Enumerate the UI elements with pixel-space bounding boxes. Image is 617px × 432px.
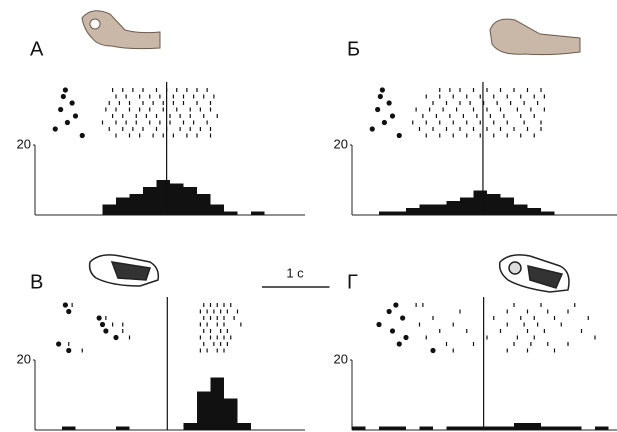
trial-marker bbox=[370, 126, 375, 131]
histogram-bar bbox=[251, 212, 265, 216]
histogram-bar bbox=[514, 205, 528, 216]
panel-label: Б bbox=[347, 38, 360, 60]
histogram-bar bbox=[501, 427, 515, 431]
histogram-bar bbox=[224, 212, 238, 216]
trial-marker bbox=[66, 309, 71, 314]
trial-marker bbox=[390, 113, 395, 118]
histogram-bar bbox=[130, 194, 144, 215]
y-tick-label: 20 bbox=[334, 351, 348, 366]
histogram-bar bbox=[379, 212, 393, 216]
trial-marker bbox=[80, 133, 85, 138]
y-tick-label: 20 bbox=[17, 136, 31, 151]
trial-marker bbox=[387, 309, 392, 314]
histogram-bar bbox=[116, 427, 130, 431]
histogram-bar bbox=[541, 212, 555, 216]
trial-marker bbox=[378, 94, 383, 99]
trial-marker bbox=[375, 107, 380, 112]
histogram-bar bbox=[379, 427, 393, 431]
trial-marker bbox=[380, 87, 385, 92]
trial-marker bbox=[61, 94, 66, 99]
histogram-bar bbox=[224, 399, 238, 431]
monkey-icon bbox=[90, 255, 159, 286]
histogram-bar bbox=[116, 198, 130, 216]
hand-icon bbox=[490, 19, 580, 55]
histogram-bar bbox=[568, 427, 582, 431]
hand-icon bbox=[82, 11, 160, 49]
histogram-bar bbox=[62, 427, 76, 431]
trial-marker bbox=[103, 328, 108, 333]
histogram-bar bbox=[197, 194, 211, 215]
scale-bar-label: 1 с bbox=[286, 265, 304, 280]
trial-marker bbox=[56, 341, 61, 346]
y-tick-label: 20 bbox=[17, 351, 31, 366]
trial-marker bbox=[430, 348, 435, 353]
histogram-bar bbox=[514, 423, 528, 430]
histogram-bar bbox=[211, 378, 225, 431]
histogram-bar bbox=[238, 423, 252, 430]
panel-label: А bbox=[30, 38, 44, 60]
y-tick-label: 20 bbox=[334, 136, 348, 151]
histogram-bar bbox=[555, 427, 569, 431]
histogram-bar bbox=[474, 427, 488, 431]
trial-marker bbox=[100, 322, 105, 327]
histogram-bar bbox=[528, 208, 542, 215]
histogram-bar bbox=[460, 198, 474, 216]
trial-marker bbox=[400, 315, 405, 320]
histogram-bar bbox=[595, 427, 609, 431]
histogram-bar bbox=[197, 392, 211, 431]
trial-marker bbox=[113, 335, 118, 340]
trial-marker bbox=[397, 133, 402, 138]
trial-marker bbox=[397, 341, 402, 346]
histogram-bar bbox=[170, 184, 184, 216]
trial-marker bbox=[63, 302, 68, 307]
trial-marker bbox=[97, 315, 102, 320]
histogram-bar bbox=[541, 427, 555, 431]
histogram-bar bbox=[447, 201, 461, 215]
histogram-bar bbox=[406, 208, 420, 215]
trial-marker bbox=[403, 335, 408, 340]
trial-marker bbox=[382, 120, 387, 125]
histogram-bar bbox=[393, 427, 407, 431]
histogram-bar bbox=[420, 205, 434, 216]
histogram-bar bbox=[528, 423, 542, 430]
trial-marker bbox=[387, 100, 392, 105]
trial-marker bbox=[376, 322, 381, 327]
trial-marker bbox=[390, 328, 395, 333]
histogram-bar bbox=[474, 191, 488, 216]
histogram-bar bbox=[487, 194, 501, 215]
histogram-bar bbox=[393, 212, 407, 216]
figure: 1 с А 20 Б 20 В 20 Г 20 bbox=[0, 0, 617, 432]
trial-marker bbox=[393, 302, 398, 307]
histogram-bar bbox=[143, 187, 157, 215]
trial-marker bbox=[58, 107, 63, 112]
trial-marker bbox=[63, 87, 68, 92]
trial-marker bbox=[66, 348, 71, 353]
panel-label: Г bbox=[347, 271, 358, 293]
trial-marker bbox=[70, 100, 75, 105]
histogram-bar bbox=[460, 427, 474, 431]
histogram-bar bbox=[103, 205, 117, 216]
histogram-bar bbox=[501, 198, 515, 216]
histogram-bar bbox=[487, 427, 501, 431]
histogram-bar bbox=[352, 427, 366, 431]
trial-marker bbox=[73, 113, 78, 118]
histogram-bar bbox=[420, 427, 434, 431]
trial-marker bbox=[53, 126, 58, 131]
histogram-bar bbox=[433, 205, 447, 216]
histogram-bar bbox=[157, 180, 171, 215]
monkey-icon bbox=[500, 255, 569, 292]
panel-label: В bbox=[30, 271, 43, 293]
histogram-bar bbox=[211, 205, 225, 216]
histogram-bar bbox=[184, 187, 198, 215]
histogram-bar bbox=[184, 423, 198, 430]
trial-marker bbox=[65, 120, 70, 125]
histogram-bar bbox=[447, 427, 461, 431]
